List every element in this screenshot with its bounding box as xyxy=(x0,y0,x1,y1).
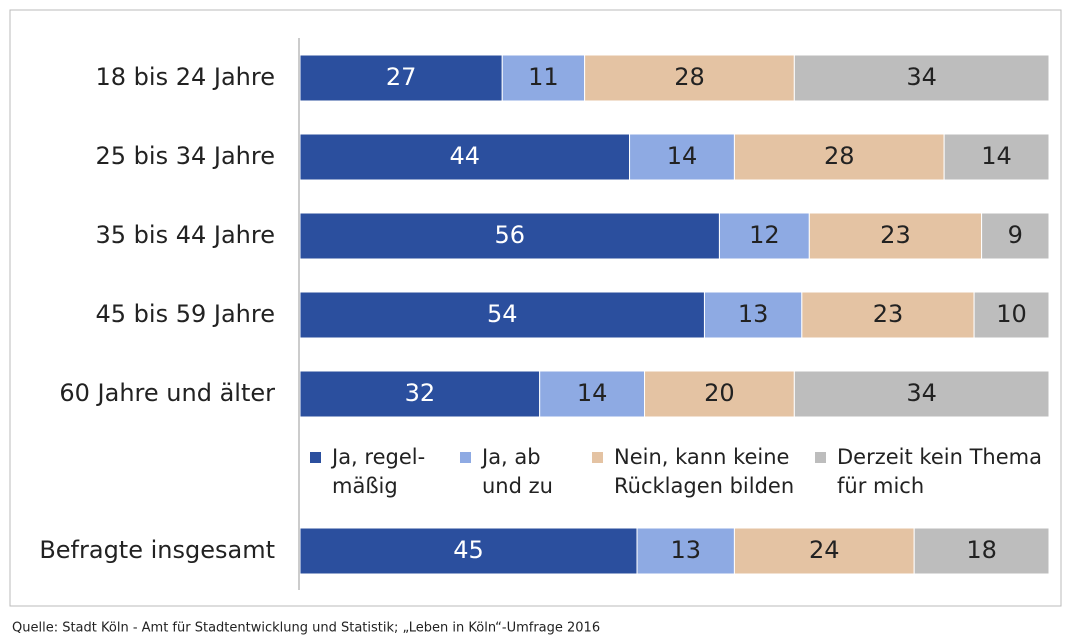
bar-segment xyxy=(913,527,1050,575)
frame xyxy=(9,9,1062,607)
legend-label: Nein, kann keine Rücklagen bilden xyxy=(614,445,794,498)
bar-segment xyxy=(981,212,1050,260)
legend-swatch xyxy=(310,452,321,463)
data-label: 20 xyxy=(704,379,735,407)
data-label: 10 xyxy=(996,300,1027,328)
data-label: 11 xyxy=(528,63,559,91)
legend-label: Ja, ab und zu xyxy=(480,445,553,498)
category-label: 25 bis 34 Jahre xyxy=(96,142,275,170)
data-label: 14 xyxy=(981,142,1012,170)
data-label: 28 xyxy=(824,142,855,170)
data-label: 45 xyxy=(453,536,484,564)
legend-label: Ja, regel-mäßig xyxy=(330,445,425,498)
data-label: 9 xyxy=(1008,221,1023,249)
bar-segment xyxy=(793,54,1050,102)
data-label: 32 xyxy=(405,379,436,407)
data-label: 13 xyxy=(670,536,701,564)
category-label: 60 Jahre und älter xyxy=(59,379,275,407)
category-label: 45 bis 59 Jahre xyxy=(96,300,275,328)
category-label: Befragte insgesamt xyxy=(39,536,275,564)
bar-segment xyxy=(299,212,720,260)
data-label: 34 xyxy=(906,63,937,91)
legend-swatch xyxy=(460,452,471,463)
bar-segment xyxy=(539,370,646,418)
bar-segment xyxy=(733,527,915,575)
data-label: 14 xyxy=(577,379,608,407)
data-label: 27 xyxy=(386,63,417,91)
data-label: 13 xyxy=(738,300,769,328)
bar-segment xyxy=(299,291,705,339)
data-label: 23 xyxy=(873,300,904,328)
bar-segment xyxy=(808,212,983,260)
bar-segment xyxy=(299,54,503,102)
bar-segment xyxy=(584,54,795,102)
data-label: 34 xyxy=(906,379,937,407)
data-label: 54 xyxy=(487,300,518,328)
bar-segment xyxy=(299,370,541,418)
data-label: 12 xyxy=(749,221,780,249)
category-label: 35 bis 44 Jahre xyxy=(96,221,275,249)
bar-segment xyxy=(299,527,638,575)
bar-segment xyxy=(703,291,803,339)
bar-segment xyxy=(793,370,1050,418)
data-label: 18 xyxy=(966,536,997,564)
bar-segment xyxy=(644,370,795,418)
bar-segment xyxy=(801,291,975,339)
legend-swatch xyxy=(815,452,826,463)
data-label: 14 xyxy=(667,142,698,170)
legend-label: Derzeit kein Thema für mich xyxy=(837,445,1042,498)
source: Quelle: Stadt Köln - Amt für Stadtentwic… xyxy=(12,621,600,636)
bar-segment xyxy=(636,527,735,575)
data-label: 56 xyxy=(494,221,525,249)
bar-segment xyxy=(943,133,1050,181)
bar-segment xyxy=(629,133,735,181)
bar-segment xyxy=(973,291,1050,339)
data-label: 28 xyxy=(674,63,705,91)
data-label: 24 xyxy=(809,536,840,564)
category-label: 18 bis 24 Jahre xyxy=(96,63,275,91)
data-label: 44 xyxy=(450,142,481,170)
data-label: 23 xyxy=(880,221,911,249)
legend-swatch xyxy=(592,452,603,463)
bar-segment xyxy=(299,133,631,181)
bar-segment xyxy=(733,133,945,181)
